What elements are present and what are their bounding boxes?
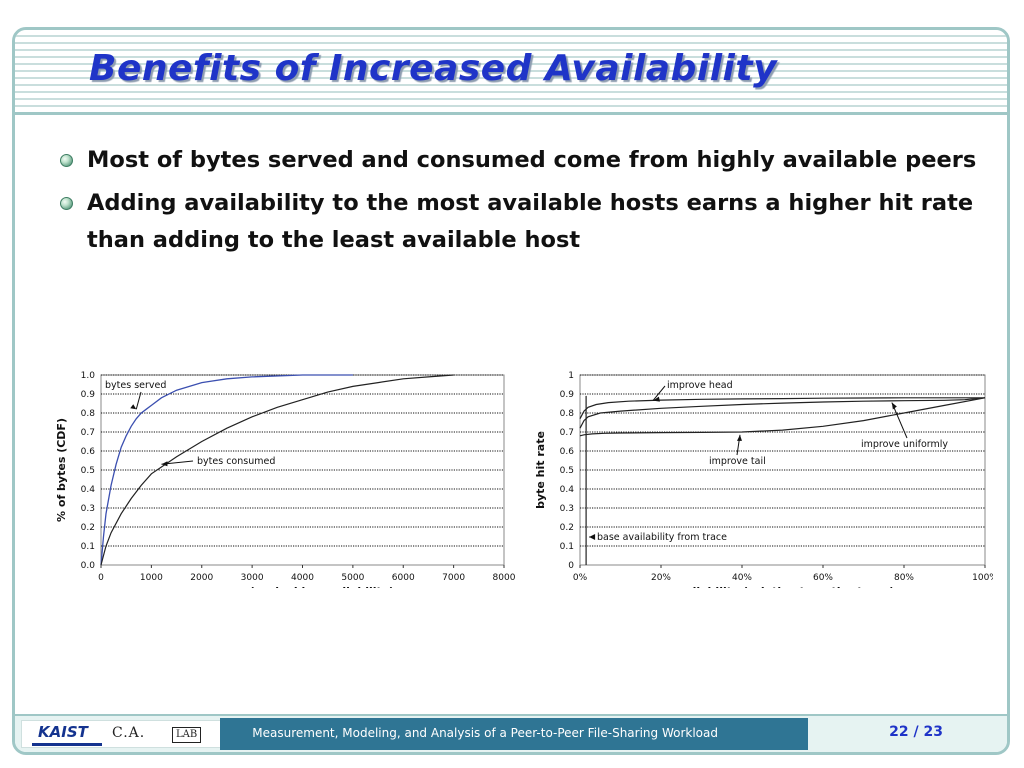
x-axis-label: availability (relative to entire trace) (671, 585, 895, 588)
series-line-1 (579, 397, 986, 429)
bullet-item: Most of bytes served and consumed come f… (57, 142, 997, 179)
y-tick-label: 0.7 (81, 428, 95, 438)
annotation-arrowhead (891, 402, 897, 410)
x-tick-label: 1000 (140, 573, 163, 583)
y-tick-label: 0.5 (81, 466, 95, 476)
annotation-arrowhead (161, 461, 168, 467)
annotation-bg (104, 378, 174, 391)
annotation-bg (595, 531, 741, 543)
bullet-icon (60, 154, 73, 167)
y-axis-label: % of bytes (CDF) (55, 418, 68, 522)
x-tick-label: 3000 (241, 573, 264, 583)
plot-area (100, 374, 505, 566)
page-current: 22 (889, 724, 909, 740)
x-tick-label: 40% (732, 573, 752, 583)
chart-byte-hit-rate: 0 0.1 0.2 0.3 0.4 0.5 0.6 0.7 0.8 0.9 1 0% 20% 40% 60%… (515, 333, 993, 588)
y-tick-label: 0.8 (81, 409, 96, 419)
annotation-arrowhead (736, 434, 742, 441)
kaist-logo: KAIST (38, 723, 88, 741)
title-band: Benefits of Increased Availability (15, 30, 1007, 115)
calab-logo: C.A. (112, 725, 146, 741)
x-tick-label: 20% (651, 573, 671, 583)
series-line-0 (579, 397, 985, 419)
annotation-bg (707, 455, 777, 467)
x-tick-label: 4000 (291, 573, 314, 583)
annotation-improve-uniformly: improve uniformly (861, 439, 948, 450)
bullet-text: Adding availability to the most availabl… (87, 190, 974, 253)
annotation-improve-tail: improve tail (709, 456, 766, 467)
slide-frame: Benefits of Increased Availability Most … (12, 27, 1010, 755)
y-tick-label: 0.4 (560, 485, 575, 495)
footer-bar: KAIST C.A. LAB Measurement, Modeling, an… (15, 714, 1007, 752)
x-tick-label: 7000 (442, 573, 465, 583)
y-tick-label: 0.5 (560, 466, 574, 476)
annotation-arrow (652, 385, 666, 401)
footer-logos: KAIST C.A. LAB (21, 720, 223, 748)
y-tick-label: 0.2 (81, 523, 95, 533)
page-total: 23 (923, 724, 943, 740)
x-tick-label: 100% (972, 573, 993, 583)
bullet-icon (60, 197, 73, 210)
bullet-list: Most of bytes served and consumed come f… (57, 142, 997, 265)
page-separator: / (913, 724, 919, 740)
x-tick-label: 2000 (190, 573, 213, 583)
x-tick-label: 0 (98, 573, 104, 583)
chart-bytes-cdf-svg: 0.0 0.1 0.2 0.3 0.4 0.5 0.6 0.7 0.8 0.9 1.0 0 1000 20… (55, 371, 516, 588)
annotation-bg (665, 379, 743, 391)
annotation-improve-head: improve head (667, 380, 733, 391)
presentation-title: Measurement, Modeling, and Analysis of a… (252, 726, 718, 740)
y-tick-label: 0.2 (560, 523, 574, 533)
chart-byte-hit-rate-svg: 0 0.1 0.2 0.3 0.4 0.5 0.6 0.7 0.8 0.9 1 0% 20% 40% 60%… (534, 371, 993, 588)
bullet-item: Adding availability to the most availabl… (57, 185, 997, 259)
annotation-arrow (891, 402, 908, 439)
x-tick-label: 8000 (493, 573, 516, 583)
y-tick-label: 0.6 (560, 447, 575, 457)
annotation-arrowhead (652, 396, 660, 402)
annotation-bytes-served: bytes served (105, 380, 166, 391)
y-tick-label: 0.6 (81, 447, 96, 457)
series-line-0 (100, 374, 353, 566)
x-tick-label: 0% (573, 573, 588, 583)
kaist-logo-bar (32, 743, 102, 746)
calab-logo-box: LAB (172, 727, 202, 743)
x-tick-label: 60% (813, 573, 833, 583)
annotation-arrowhead (130, 404, 137, 410)
annotation-base-availability: base availability from trace (597, 532, 727, 543)
y-tick-label: 0.4 (81, 485, 96, 495)
y-tick-label: 0.0 (81, 561, 96, 571)
x-tick-label: 5000 (341, 573, 364, 583)
y-tick-label: 0.1 (560, 542, 574, 552)
y-tick-label: 1 (568, 371, 574, 381)
bullet-text: Most of bytes served and consumed come f… (87, 147, 977, 173)
x-tick-label: 80% (894, 573, 914, 583)
y-tick-label: 1.0 (81, 371, 96, 381)
series-line-1 (100, 374, 454, 566)
y-tick-label: 0.9 (560, 390, 575, 400)
chart-bytes-cdf: 0.0 0.1 0.2 0.3 0.4 0.5 0.6 0.7 0.8 0.9 1.0 0 1000 20… (33, 333, 525, 588)
y-axis-label: byte hit rate (534, 431, 547, 509)
y-tick-label: 0.3 (560, 504, 574, 514)
y-tick-label: 0.8 (560, 409, 575, 419)
y-tick-label: 0.9 (81, 390, 96, 400)
x-axis-label: peers (ranked by availability) (211, 585, 394, 588)
annotation-bg (859, 438, 955, 450)
footer-title-band: Measurement, Modeling, and Analysis of a… (220, 718, 808, 750)
x-tick-label: 6000 (392, 573, 415, 583)
annotation-bytes-consumed: bytes consumed (197, 456, 275, 467)
y-tick-label: 0.1 (81, 542, 95, 552)
annotation-bg (195, 454, 287, 467)
annotation-arrowhead (589, 534, 596, 540)
page-number: 22 / 23 (889, 724, 943, 740)
y-tick-label: 0.3 (81, 504, 95, 514)
y-tick-label: 0 (568, 561, 574, 571)
slide-title: Benefits of Increased Availability (89, 48, 778, 89)
annotation-arrow (135, 391, 142, 410)
y-tick-label: 0.7 (560, 428, 574, 438)
